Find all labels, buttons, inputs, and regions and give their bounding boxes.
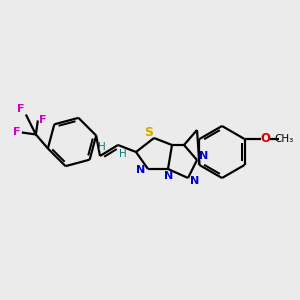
Text: O: O: [260, 133, 271, 146]
Text: F: F: [39, 116, 46, 125]
Text: F: F: [17, 104, 25, 115]
Text: S: S: [145, 125, 154, 139]
Text: H: H: [119, 149, 127, 159]
Text: F: F: [13, 128, 21, 137]
Text: N: N: [200, 151, 208, 161]
Text: N: N: [164, 171, 174, 181]
Text: N: N: [190, 176, 200, 186]
Text: CH₃: CH₃: [274, 134, 293, 144]
Text: H: H: [98, 142, 106, 152]
Text: N: N: [136, 165, 146, 175]
